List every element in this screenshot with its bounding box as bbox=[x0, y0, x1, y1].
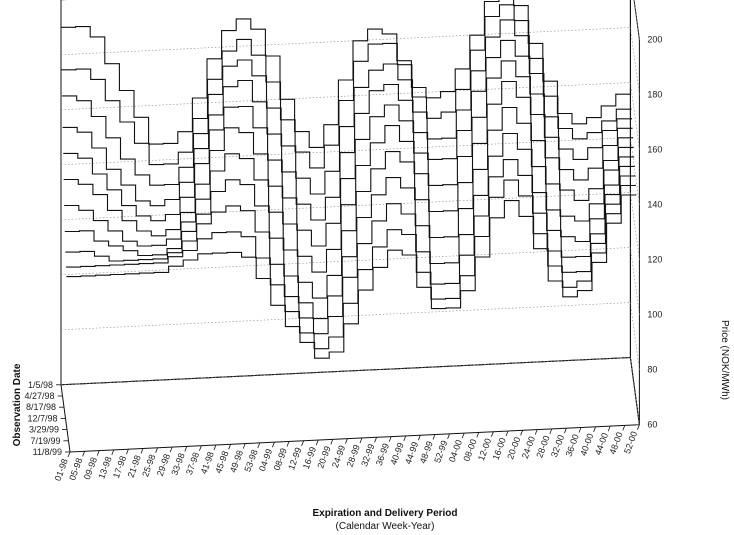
price-tick-label: 100 bbox=[647, 310, 662, 320]
price-gridline-side bbox=[630, 137, 640, 205]
delivery-tick-mark bbox=[228, 444, 231, 450]
delivery-period-axis-label: Expiration and Delivery Period bbox=[312, 508, 457, 519]
price-gridline bbox=[60, 302, 631, 331]
delivery-tick-mark bbox=[432, 434, 436, 440]
price-gridline-side bbox=[630, 247, 640, 315]
delivery-tick-mark bbox=[564, 428, 567, 434]
delivery-period-axis-sublabel: (Calendar Week-Year) bbox=[336, 521, 435, 532]
delivery-tick-mark bbox=[199, 445, 202, 451]
delivery-tick-mark bbox=[607, 425, 611, 432]
delivery-tick-mark bbox=[111, 449, 115, 456]
observation-tick-label: 11/8/99 bbox=[33, 447, 62, 457]
delivery-tick-mark bbox=[520, 430, 523, 436]
price-gridline bbox=[60, 192, 631, 221]
price-axis-ticks: 60 80 100 120 140 160 180 200 bbox=[647, 35, 662, 430]
forward-curve-line bbox=[61, 4, 632, 169]
observation-tick-label: 4/27/98 bbox=[24, 391, 54, 401]
delivery-tick-mark bbox=[82, 451, 85, 457]
delivery-tick-mark bbox=[388, 436, 392, 442]
forward-curve-line bbox=[64, 106, 635, 299]
observation-date-axis-label: Observation Date bbox=[12, 363, 23, 446]
delivery-tick-mark bbox=[213, 444, 217, 451]
price-tick-label: 140 bbox=[647, 200, 662, 210]
delivery-tick-mark bbox=[622, 425, 626, 431]
delivery-tick-mark bbox=[418, 435, 421, 441]
delivery-tick-mark bbox=[184, 446, 188, 452]
forward-curve-line bbox=[65, 159, 636, 335]
price-tick-label: 80 bbox=[647, 365, 657, 375]
delivery-tick-mark bbox=[286, 441, 290, 447]
price-tick-label: 180 bbox=[647, 90, 662, 100]
delivery-tick-mark bbox=[155, 447, 158, 453]
price-gridline-side bbox=[630, 27, 640, 95]
observation-tick-label: 1/5/98 bbox=[28, 380, 53, 390]
delivery-tick-mark bbox=[67, 451, 71, 458]
delivery-tick-mark bbox=[549, 428, 553, 435]
price-axis-label: Price (NOK/MWh) bbox=[719, 320, 730, 400]
delivery-tick-mark bbox=[593, 426, 596, 432]
delivery-tick-mark bbox=[330, 439, 334, 445]
price-tick-label: 200 bbox=[647, 35, 662, 45]
price-gridline bbox=[60, 247, 631, 276]
forward-curves bbox=[61, 0, 637, 359]
price-tick-label: 160 bbox=[647, 145, 662, 155]
floor bbox=[60, 356, 640, 453]
observation-tick-label: 12/7/98 bbox=[27, 413, 57, 423]
delivery-tick-mark bbox=[96, 450, 100, 456]
delivery-tick-mark bbox=[301, 440, 304, 446]
delivery-tick-mark bbox=[140, 448, 144, 454]
price-gridline-side bbox=[630, 192, 640, 260]
delivery-tick-mark bbox=[374, 437, 377, 443]
delivery-tick-mark bbox=[476, 432, 480, 438]
price-tick-label: 60 bbox=[647, 420, 657, 430]
price-gridline bbox=[60, 82, 631, 111]
delivery-tick-mark bbox=[257, 442, 261, 449]
price-tick-label: 120 bbox=[647, 255, 662, 265]
price-gridlines bbox=[60, 0, 640, 425]
price-gridline-side bbox=[630, 82, 640, 150]
forward-curve-line bbox=[64, 132, 635, 320]
observation-tick-label: 8/17/98 bbox=[26, 402, 56, 412]
price-gridline-side bbox=[633, 0, 640, 40]
delivery-period-axis-ticks: 01-9805-9809-9813-9817-9821-9825-9829-98… bbox=[53, 424, 640, 482]
delivery-tick-mark bbox=[505, 430, 509, 437]
delivery-tick-mark bbox=[491, 431, 494, 437]
delivery-tick-mark bbox=[126, 449, 129, 455]
price-gridline bbox=[60, 27, 631, 56]
price-gridline-side bbox=[630, 302, 640, 370]
forward-curve-line bbox=[62, 39, 633, 221]
delivery-tick-mark bbox=[242, 443, 246, 449]
delivery-tick-mark bbox=[272, 442, 275, 448]
delivery-tick-mark bbox=[169, 446, 173, 453]
delivery-tick-mark bbox=[534, 429, 538, 435]
delivery-tick-mark bbox=[637, 424, 640, 430]
delivery-tick-mark bbox=[345, 438, 348, 444]
price-gridline bbox=[60, 357, 631, 386]
side-wall bbox=[629, 0, 640, 425]
forward-curve-line bbox=[66, 194, 637, 359]
observation-tick-label: 3/29/99 bbox=[29, 425, 59, 435]
delivery-tick-mark bbox=[359, 437, 363, 444]
delivery-tick-mark bbox=[447, 433, 450, 439]
price-gridline bbox=[60, 137, 631, 166]
delivery-tick-label: 52-00 bbox=[622, 430, 639, 455]
delivery-tick-mark bbox=[578, 427, 582, 433]
observation-tick-label: 7/19/99 bbox=[30, 436, 60, 446]
delivery-tick-mark bbox=[461, 432, 465, 439]
delivery-tick-mark bbox=[403, 435, 407, 442]
chart-walls bbox=[60, 0, 640, 453]
delivery-tick-mark bbox=[315, 439, 319, 446]
price-gridline-side bbox=[630, 357, 640, 425]
